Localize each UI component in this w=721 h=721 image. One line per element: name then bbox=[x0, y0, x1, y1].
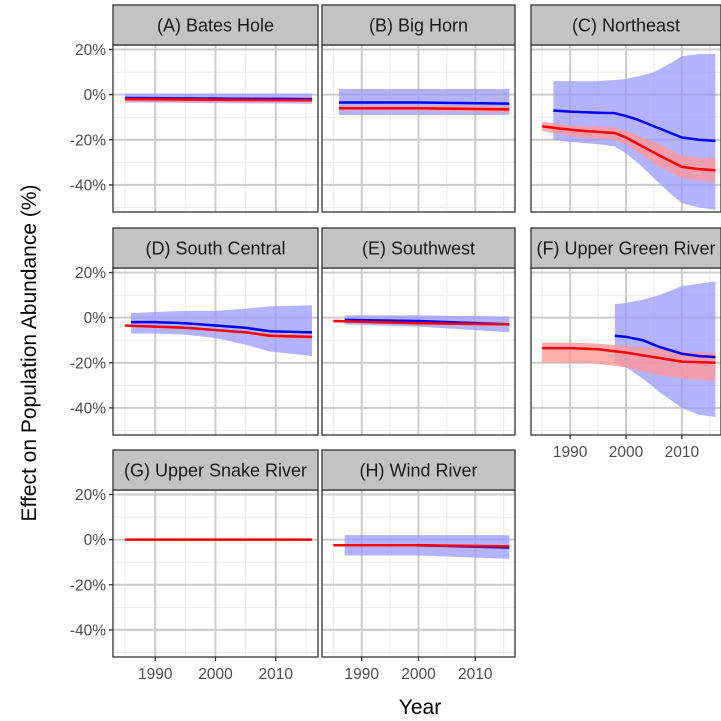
series-layer bbox=[333, 535, 510, 559]
red-series-line bbox=[125, 97, 312, 102]
strip-background bbox=[112, 227, 319, 269]
y-tick-label: -20% bbox=[70, 355, 106, 372]
x-tick-label: 2000 bbox=[198, 666, 233, 683]
gridlines bbox=[113, 45, 318, 212]
panel-6: (F) Upper Green River bbox=[530, 227, 721, 436]
red-series-line bbox=[125, 324, 313, 339]
red-series-line bbox=[542, 125, 716, 172]
panel-1: (A) Bates Hole bbox=[112, 4, 319, 213]
x-tick-label: 2000 bbox=[401, 666, 436, 683]
y-axis-title: Effect on Population Abundance (%) bbox=[18, 184, 41, 521]
y-tick-label: 0% bbox=[84, 532, 107, 549]
y-tick-label: 0% bbox=[84, 310, 107, 327]
y-tick-label: -40% bbox=[70, 622, 106, 639]
panel-title: (G) Upper Snake River bbox=[124, 461, 307, 481]
strip-background bbox=[112, 4, 319, 46]
x-tick-label: 1990 bbox=[344, 666, 379, 683]
strip-background bbox=[321, 4, 516, 46]
panel-8: (H) Wind River bbox=[321, 449, 516, 658]
gridlines bbox=[322, 268, 515, 435]
x-tick-label: 1990 bbox=[553, 444, 588, 461]
red-series-line bbox=[542, 346, 716, 365]
x-tick-label: 1990 bbox=[138, 666, 173, 683]
x-tick-label: 2010 bbox=[259, 666, 294, 683]
red-series-line bbox=[333, 544, 510, 548]
panel-title: (D) South Central bbox=[145, 239, 285, 259]
y-tick-label: 20% bbox=[75, 265, 106, 282]
red-series-line bbox=[333, 319, 510, 326]
y-tick-label: 20% bbox=[75, 42, 106, 59]
red-confidence-band bbox=[542, 121, 716, 183]
panel-5: (E) Southwest bbox=[321, 227, 516, 436]
strip-background bbox=[321, 227, 516, 269]
y-tick-label: -20% bbox=[70, 132, 106, 149]
gridlines bbox=[322, 45, 515, 212]
strip-background bbox=[530, 4, 721, 46]
y-tick-label: -40% bbox=[70, 400, 106, 417]
series-layer bbox=[339, 89, 510, 115]
series-layer bbox=[125, 305, 313, 357]
blue-series-line bbox=[553, 109, 716, 143]
y-axis-ticks: 20% 0% -20% -40% 20% 0% -20% -40% 20% 0% -20% -40% bbox=[70, 42, 113, 639]
blue-series-line bbox=[131, 320, 313, 334]
strip-background bbox=[530, 227, 721, 269]
x-tick-label: 2000 bbox=[609, 444, 644, 461]
panel-title: (E) Southwest bbox=[362, 239, 475, 259]
panel-3: (C) Northeast bbox=[530, 4, 721, 213]
blue-series-line bbox=[339, 101, 510, 105]
x-tick-label: 2010 bbox=[458, 666, 493, 683]
panel-title: (B) Big Horn bbox=[369, 16, 468, 36]
panels-layer: (A) Bates Hole (B) Big Horn (C) Northeast (… bbox=[112, 4, 721, 658]
panel-title: (F) Upper Green River bbox=[536, 239, 715, 259]
y-tick-label: 20% bbox=[75, 487, 106, 504]
blue-series-line bbox=[614, 334, 716, 359]
red-series-line bbox=[339, 106, 510, 111]
strip-background bbox=[112, 449, 319, 491]
y-tick-label: -20% bbox=[70, 577, 106, 594]
panel-2: (B) Big Horn bbox=[321, 4, 516, 213]
series-layer bbox=[125, 93, 312, 104]
blue-confidence-band bbox=[344, 535, 510, 559]
panel-4: (D) South Central bbox=[112, 227, 319, 436]
panel-title: (H) Wind River bbox=[359, 461, 477, 481]
x-tick-label: 2010 bbox=[665, 444, 700, 461]
panel-7: (G) Upper Snake River bbox=[112, 449, 319, 658]
panel-title: (A) Bates Hole bbox=[157, 16, 274, 36]
x-axis-ticks: 1990 2000 2010 1990 2000 2010 1990 2000 2010 bbox=[138, 435, 700, 683]
strip-background bbox=[321, 449, 516, 491]
series-layer bbox=[542, 281, 716, 417]
series-layer bbox=[333, 315, 510, 333]
y-tick-label: -40% bbox=[70, 177, 106, 194]
y-tick-label: 0% bbox=[84, 87, 107, 104]
series-layer bbox=[542, 54, 716, 210]
panel-title: (C) Northeast bbox=[572, 16, 680, 36]
x-axis-title: Year bbox=[399, 696, 441, 719]
